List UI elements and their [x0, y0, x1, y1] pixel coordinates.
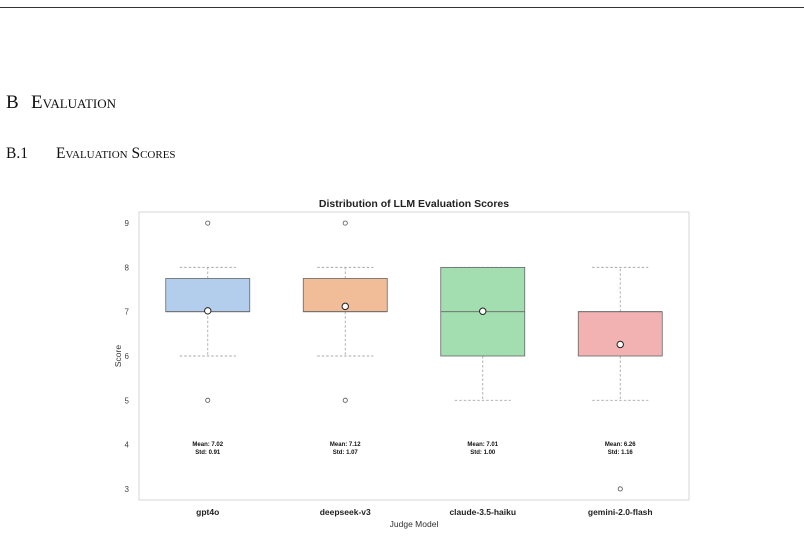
std-label: Std: 1.16 — [608, 450, 634, 456]
plot-area — [138, 211, 690, 501]
mean-marker — [479, 307, 487, 315]
mean-label: Mean: 6.26 — [605, 442, 636, 448]
std-label: Std: 1.07 — [333, 450, 359, 456]
top-rule — [0, 7, 804, 8]
subsection-number: B.1 — [6, 145, 28, 162]
outlier-point — [205, 397, 211, 403]
y-tick-label: 8 — [125, 263, 130, 272]
iqr-box — [165, 278, 251, 313]
section-heading: B Evaluation — [6, 92, 116, 114]
y-tick-label: 7 — [125, 308, 130, 317]
x-tick-labels: gpt4o deepseek-v3 claude-3.5-haiku gemini-2… — [196, 507, 652, 517]
iqr-box — [577, 311, 663, 357]
subsection-title: Evaluation Scores — [56, 145, 176, 162]
mean-marker — [616, 340, 624, 349]
section-title: Evaluation — [31, 92, 117, 113]
y-tick-label: 5 — [125, 396, 130, 405]
section-number: B — [6, 92, 19, 113]
x-tick-label: deepseek-v3 — [320, 507, 371, 517]
mean-label: Mean: 7.12 — [330, 442, 361, 448]
mean-marker — [341, 302, 349, 311]
x-tick-label: gemini-2.0-flash — [588, 507, 653, 517]
outlier-point — [342, 220, 348, 226]
outlier-point — [205, 220, 211, 226]
subsection-heading: B.1 Evaluation Scores — [6, 145, 176, 163]
y-axis-label: Score — [113, 345, 123, 367]
mean-marker — [204, 307, 212, 315]
std-label: Std: 1.00 — [470, 450, 496, 456]
y-tick-label: 9 — [125, 219, 130, 228]
chart-title: Distribution of LLM Evaluation Scores — [319, 198, 509, 210]
y-tick-label: 4 — [125, 441, 130, 450]
mean-label: Mean: 7.02 — [192, 442, 223, 448]
x-tick-label: gpt4o — [196, 507, 219, 517]
x-axis-label: Judge Model — [390, 519, 439, 529]
y-tick-label: 6 — [125, 352, 130, 361]
outlier-point — [617, 486, 623, 492]
mean-label: Mean: 7.01 — [467, 442, 498, 448]
std-label: Std: 0.91 — [195, 450, 221, 456]
y-tick-labels: 3 4 5 6 7 8 9 — [125, 219, 130, 494]
box-series: Mean: 7.02 Std: 0.91 Mean: 7.12 Std: 1.07 Me… — [165, 220, 663, 492]
outlier-point — [342, 397, 348, 403]
y-tick-label: 3 — [125, 485, 130, 494]
x-tick-label: claude-3.5-haiku — [449, 507, 516, 517]
